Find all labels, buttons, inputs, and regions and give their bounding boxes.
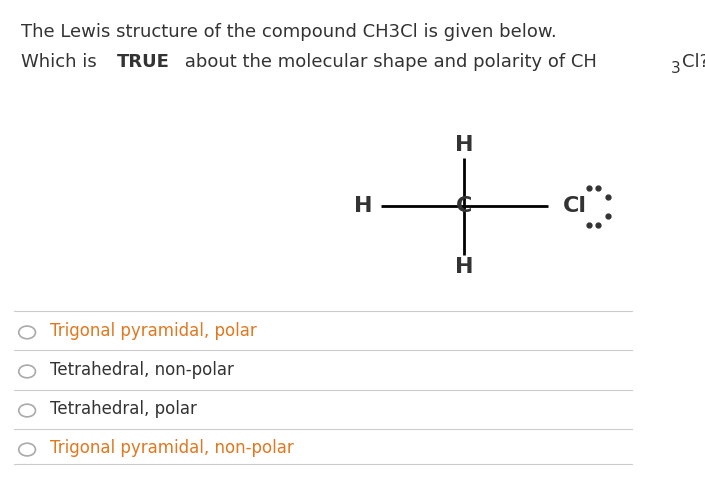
- Text: Cl: Cl: [563, 196, 587, 217]
- Text: The Lewis structure of the compound CH3Cl is given below.: The Lewis structure of the compound CH3C…: [20, 24, 556, 41]
- Text: H: H: [455, 257, 474, 277]
- Text: H: H: [353, 196, 372, 217]
- Text: Tetrahedral, non-polar: Tetrahedral, non-polar: [49, 361, 233, 379]
- Text: Tetrahedral, polar: Tetrahedral, polar: [49, 400, 197, 418]
- Text: Cl?: Cl?: [682, 53, 705, 71]
- Text: C: C: [456, 196, 472, 217]
- Text: about the molecular shape and polarity of CH: about the molecular shape and polarity o…: [179, 53, 596, 71]
- Text: Which is: Which is: [20, 53, 102, 71]
- Text: Trigonal pyramidal, polar: Trigonal pyramidal, polar: [49, 322, 257, 340]
- Text: TRUE: TRUE: [116, 53, 169, 71]
- Text: Trigonal pyramidal, non-polar: Trigonal pyramidal, non-polar: [49, 439, 293, 457]
- Text: H: H: [455, 136, 474, 156]
- Text: 3: 3: [670, 61, 680, 77]
